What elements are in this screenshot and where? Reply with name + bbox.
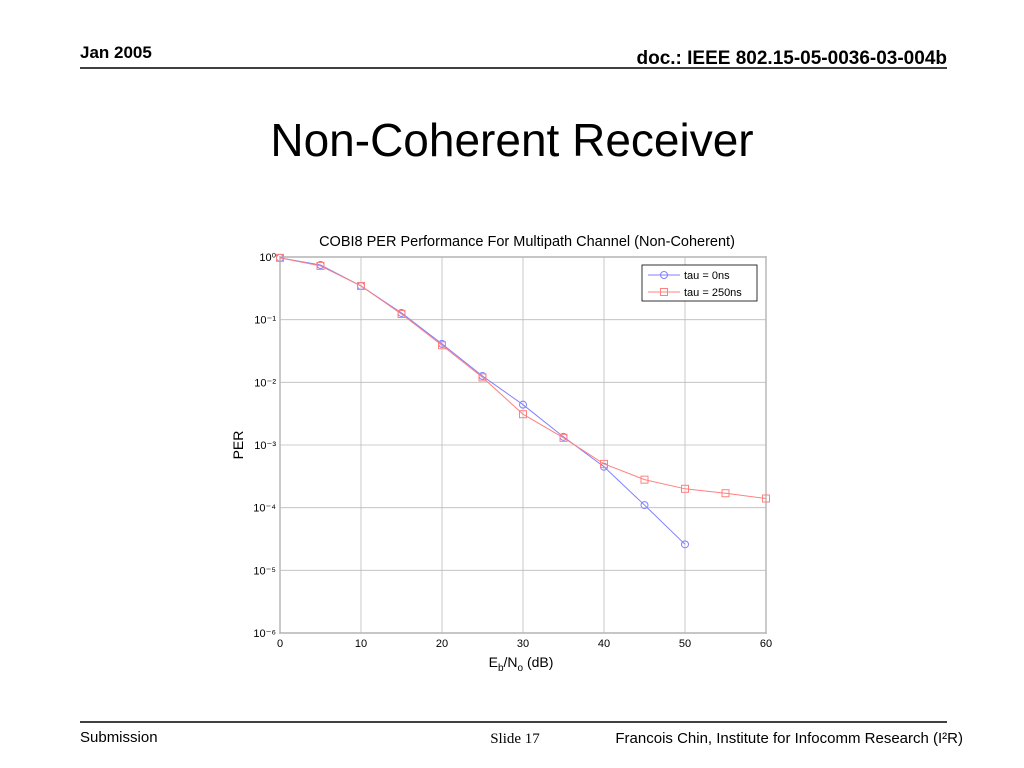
marker [316,261,325,270]
marker [681,484,689,493]
x-axis-label: Eb/No (dB) [489,654,554,674]
marker [519,410,527,419]
y-tick-label: 10⁻³ [254,440,276,452]
y-tick-label: 10⁻⁴ [253,503,276,515]
chart: 10⁻⁶ 10⁻⁵ 10⁻⁴ 10⁻³ 10⁻² 10⁻¹ 10⁰ 0 10 20 30 40 50 60… [230,234,772,674]
marker [276,253,284,262]
y-tick-label: 10⁻² [254,377,276,389]
y-tick-label: 10⁰ [259,252,276,264]
header-doc: doc.: IEEE 802.15-05-0036-03-004b [636,48,947,69]
y-tick-label: 10⁻⁶ [253,628,276,640]
x-tick-label: 40 [598,638,610,650]
x-tick-label: 20 [436,638,448,650]
x-tick-label: 0 [277,638,283,650]
marker [681,540,689,549]
x-axis-label-part: /N [504,654,518,670]
x-tick-label: 60 [760,638,772,650]
x-axis-label-part: (dB) [523,654,553,670]
marker [600,459,608,468]
y-axis-label: PER [230,431,246,460]
marker [721,489,730,498]
marker [519,400,527,409]
x-tick-label: 10 [355,638,367,650]
x-axis-label-part: o [518,663,524,674]
chart-title: COBI8 PER Performance For Multipath Chan… [319,234,735,250]
marker [762,494,770,503]
marker [640,501,649,510]
marker [438,341,446,350]
x-tick-label: 50 [679,638,691,650]
marker [559,433,568,442]
footer-right: Francois Chin, Institute for Infocomm Re… [615,730,963,747]
marker [478,373,487,382]
legend-label: tau = 0ns [684,270,730,282]
footer-left: Submission [80,729,158,746]
marker [640,475,649,484]
y-tick-label: 10⁻¹ [254,315,276,327]
legend-label: tau = 250ns [684,287,742,299]
slide-title: Non-Coherent Receiver [270,114,753,166]
series-line [279,257,767,500]
footer-slide: Slide 17 [490,731,540,747]
y-tick-label: 10⁻⁵ [253,565,276,577]
x-axis-label-part: b [498,663,504,674]
x-axis-label-part: E [489,654,498,670]
marker [660,271,668,279]
header-date: Jan 2005 [80,43,152,62]
x-tick-label: 30 [517,638,529,650]
marker [357,281,365,290]
marker [397,310,406,319]
marker [660,288,668,296]
